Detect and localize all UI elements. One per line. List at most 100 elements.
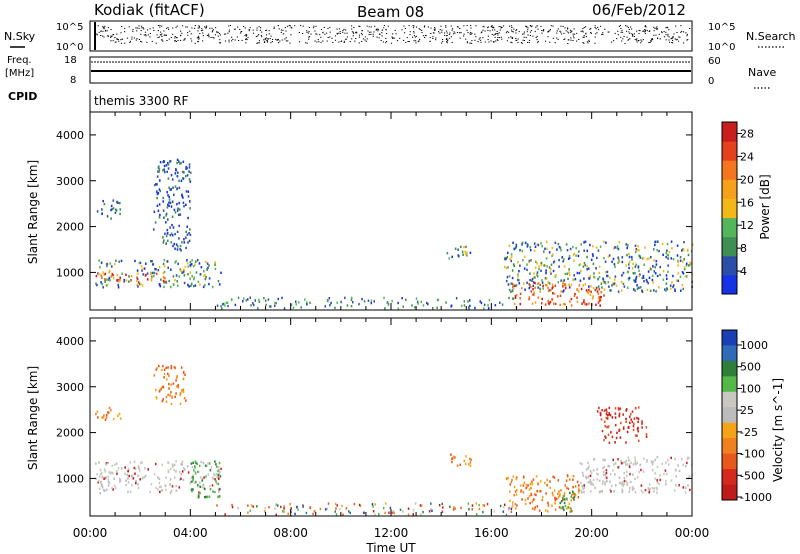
data-cell	[124, 472, 126, 475]
data-cell	[676, 254, 679, 257]
data-cell	[336, 504, 338, 507]
data-cell	[185, 165, 187, 169]
nsky-point	[143, 34, 145, 36]
data-cell	[548, 266, 551, 269]
nsky-point	[156, 34, 158, 36]
data-cell	[539, 290, 541, 293]
data-cell	[592, 287, 595, 290]
data-cell	[191, 480, 193, 483]
data-cell	[653, 490, 655, 493]
data-cell	[125, 479, 127, 482]
nsky-point	[200, 30, 203, 32]
data-cell	[183, 281, 186, 285]
nsky-point	[439, 29, 441, 31]
data-cell	[626, 246, 628, 250]
data-cell	[116, 470, 118, 473]
nsky-point	[635, 39, 638, 41]
nsky-point	[470, 33, 472, 35]
nsky-point	[346, 32, 348, 34]
data-cell	[582, 474, 584, 477]
data-cell	[531, 500, 533, 504]
data-cell	[450, 453, 452, 456]
nsky-point	[457, 26, 459, 28]
nsky-point	[548, 30, 550, 32]
data-cell	[547, 299, 549, 302]
data-cell	[545, 492, 547, 495]
data-cell	[605, 408, 608, 411]
data-cell	[591, 253, 594, 256]
data-cell	[644, 489, 647, 492]
data-cell	[634, 456, 636, 459]
nsky-point	[205, 25, 207, 27]
nsky-point	[571, 30, 573, 32]
data-cell	[650, 267, 652, 271]
x-tick-label: 04:00	[173, 526, 208, 540]
data-cell	[521, 287, 523, 290]
data-cell	[174, 172, 177, 175]
nsky-point	[155, 42, 157, 44]
data-cell	[639, 273, 641, 276]
data-cell	[679, 259, 682, 262]
data-cell	[460, 304, 463, 308]
nsky-point	[106, 30, 108, 32]
data-cell	[204, 273, 206, 277]
nsky-point	[228, 39, 230, 41]
data-cell	[193, 481, 196, 484]
data-cell	[339, 507, 341, 511]
data-cell	[203, 476, 205, 479]
data-cell	[172, 465, 174, 468]
data-cell	[165, 366, 167, 369]
data-cell	[162, 241, 165, 244]
data-cell	[119, 480, 121, 483]
data-cell	[95, 477, 98, 480]
data-cell	[656, 491, 658, 494]
data-cell	[203, 274, 205, 277]
nsky-point	[141, 27, 143, 29]
data-cell	[559, 303, 561, 307]
data-cell	[619, 481, 621, 485]
data-cell	[141, 461, 143, 464]
data-cell	[193, 469, 195, 472]
nsky-point	[280, 31, 282, 33]
nsky-point	[407, 41, 409, 42]
nsky-point	[285, 40, 287, 42]
nsky-point	[383, 27, 385, 29]
data-cell	[179, 247, 181, 251]
data-cell	[636, 427, 639, 431]
data-cell	[116, 279, 119, 282]
data-cell	[628, 465, 631, 468]
data-cell	[459, 463, 462, 466]
nsky-point	[385, 37, 387, 39]
data-cell	[646, 459, 648, 462]
data-cell	[624, 461, 626, 464]
data-cell	[153, 473, 156, 476]
data-cell	[634, 265, 637, 268]
data-cell	[596, 290, 599, 293]
colorbar-segment	[722, 422, 737, 439]
data-cell	[570, 283, 573, 287]
data-cell	[542, 287, 544, 290]
data-cell	[502, 510, 505, 513]
data-cell	[625, 474, 628, 478]
data-cell	[164, 232, 166, 235]
data-cell	[437, 298, 440, 302]
x-tick-label: 00:00	[675, 526, 710, 540]
data-cell	[589, 474, 592, 477]
colorbar-segment	[722, 407, 737, 424]
nsky-point	[424, 37, 426, 38]
data-cell	[196, 259, 199, 262]
nsky-point	[516, 39, 518, 41]
data-cell	[185, 190, 188, 193]
nsky-point	[290, 34, 292, 36]
data-cell	[576, 288, 579, 291]
data-cell	[634, 289, 636, 292]
data-cell	[199, 492, 201, 495]
data-cell	[231, 505, 234, 509]
data-cell	[180, 477, 182, 480]
nsky-point	[324, 33, 326, 35]
data-cell	[615, 484, 617, 487]
data-cell	[189, 180, 192, 183]
nsky-point	[440, 25, 442, 27]
nsky-point	[211, 27, 213, 29]
